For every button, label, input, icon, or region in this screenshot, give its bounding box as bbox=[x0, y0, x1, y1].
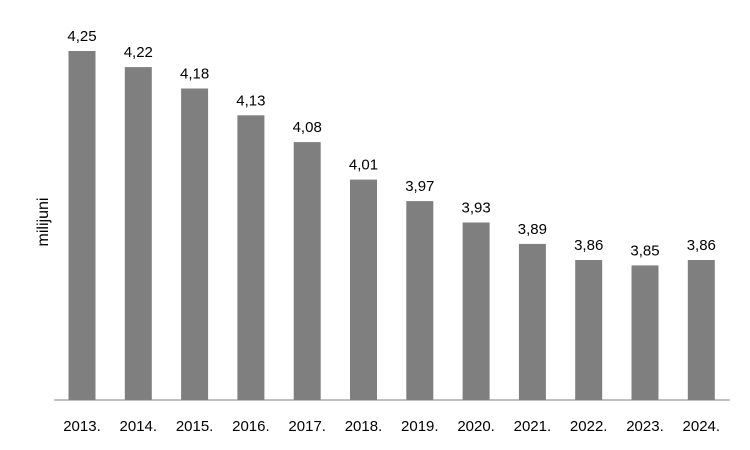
bar-2015 bbox=[181, 88, 209, 400]
data-label-2021: 3,89 bbox=[518, 221, 547, 238]
data-label-2015: 4,18 bbox=[180, 66, 209, 83]
data-label-2018: 4,01 bbox=[349, 157, 378, 174]
bar-2013 bbox=[68, 51, 96, 400]
x-tick-label-2017: 2017. bbox=[288, 418, 326, 435]
x-tick-label-2015: 2015. bbox=[176, 418, 214, 435]
x-tick-label-2024: 2024. bbox=[683, 418, 721, 435]
x-tick-label-2021: 2021. bbox=[514, 418, 552, 435]
data-label-2020: 3,93 bbox=[461, 200, 490, 217]
x-tick-label-2018: 2018. bbox=[345, 418, 383, 435]
data-label-2014: 4,22 bbox=[124, 44, 153, 61]
bar-2014 bbox=[124, 67, 152, 400]
x-tick-label-2022: 2022. bbox=[570, 418, 608, 435]
bar-2016 bbox=[237, 115, 265, 401]
bar-2022 bbox=[575, 260, 603, 400]
x-tick-label-2014: 2014. bbox=[120, 418, 158, 435]
data-label-2024: 3,86 bbox=[687, 237, 716, 254]
bar-2023 bbox=[631, 265, 659, 400]
data-label-2023: 3,85 bbox=[630, 242, 659, 259]
data-labels-group: 4,25 4,22 4,18 4,13 4,08 4,01 3,97 3,93 3,89 3,86… bbox=[67, 28, 716, 259]
x-tick-label-2013: 2013. bbox=[63, 418, 101, 435]
bar-2021 bbox=[518, 243, 546, 400]
data-label-2017: 4,08 bbox=[293, 119, 322, 136]
bar-2019 bbox=[406, 201, 434, 400]
bar-2018 bbox=[350, 179, 377, 400]
y-axis-label: milijuni bbox=[35, 198, 52, 247]
data-label-2013: 4,25 bbox=[67, 28, 96, 45]
bars-group bbox=[68, 51, 715, 401]
bar-2020 bbox=[462, 222, 490, 400]
x-tick-label-2019: 2019. bbox=[401, 418, 439, 435]
data-label-2016: 4,13 bbox=[236, 92, 265, 109]
data-label-2019: 3,97 bbox=[405, 178, 434, 195]
data-label-2022: 3,86 bbox=[574, 237, 603, 254]
x-tick-labels-group: 2013. 2014. 2015. 2016. 2017. 2018. 2019. 2020.… bbox=[63, 418, 720, 435]
x-tick-label-2023: 2023. bbox=[626, 418, 664, 435]
x-tick-label-2016: 2016. bbox=[232, 418, 270, 435]
bar-2024 bbox=[687, 260, 715, 400]
bar-2017 bbox=[293, 142, 321, 400]
x-tick-label-2020: 2020. bbox=[457, 418, 495, 435]
